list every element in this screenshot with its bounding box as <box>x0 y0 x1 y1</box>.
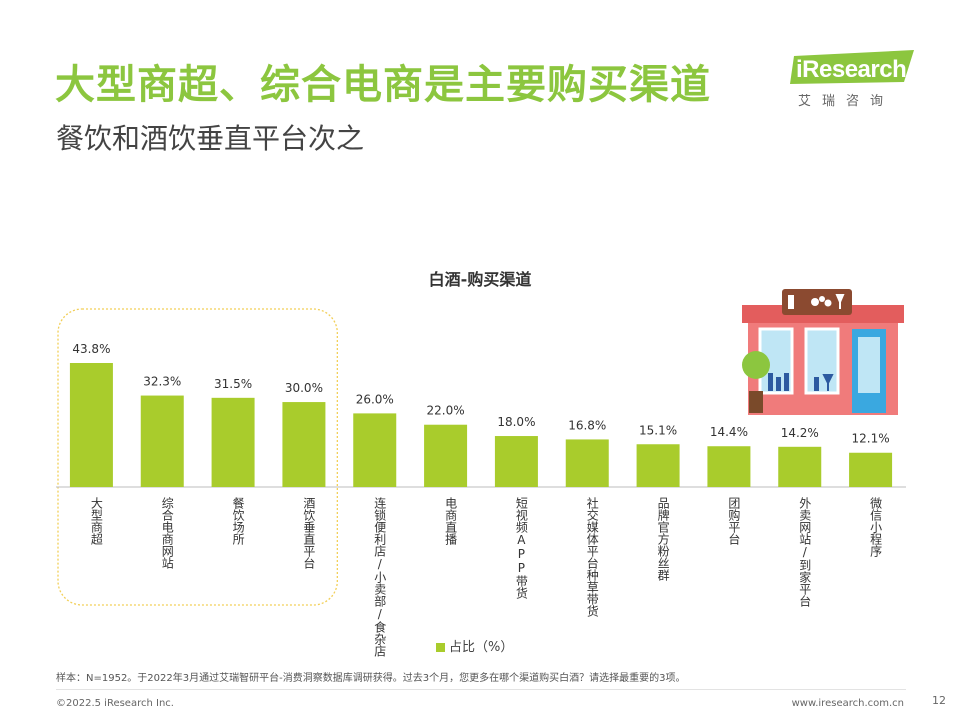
page-subtitle: 餐饮和酒饮垂直平台次之 <box>56 122 365 155</box>
data-label-3: 30.0% <box>285 381 323 395</box>
category-label-11: 微信小程序 <box>869 497 883 558</box>
data-label-0: 43.8% <box>72 342 110 356</box>
category-label-6: 短视频APP带货 <box>514 497 528 600</box>
bar-6 <box>494 436 538 487</box>
category-label-3: 酒饮垂直平台 <box>302 497 316 569</box>
category-label-7: 社交媒体平台种草带货 <box>585 496 599 618</box>
category-label-8: 品牌官方粉丝群 <box>656 497 670 581</box>
legend-swatch <box>436 643 445 652</box>
bar-2 <box>211 397 255 487</box>
copyright: ©2022.5 iResearch Inc. <box>56 698 174 709</box>
bar-7 <box>565 439 609 487</box>
bar-9 <box>707 446 751 487</box>
bar-3 <box>282 402 326 487</box>
chart-legend: 占比（%） <box>436 636 513 655</box>
highlight-box <box>57 308 338 606</box>
chart-title: 白酒-购买渠道 <box>428 270 532 289</box>
logo-tagline: 艾瑞咨询 <box>798 94 895 109</box>
data-label-8: 15.1% <box>639 423 677 437</box>
liquor-store-illustration <box>740 287 905 417</box>
bar-8 <box>636 444 680 487</box>
data-label-6: 18.0% <box>497 415 535 429</box>
data-label-4: 26.0% <box>356 392 394 406</box>
bar-5 <box>424 424 468 487</box>
bar-4 <box>353 413 397 487</box>
category-label-9: 团购平台 <box>727 497 741 545</box>
sample-note: 样本：N=1952。于2022年3月通过艾瑞智研平台-消费洞察数据库调研获得。过… <box>56 673 686 684</box>
category-label-0: 大型商超 <box>89 497 103 546</box>
page-number: 12 <box>932 694 946 707</box>
logo-brand: iResearch <box>796 56 907 83</box>
data-label-1: 32.3% <box>143 375 181 389</box>
iresearch-logo: iResearch 艾瑞咨询 <box>790 48 920 109</box>
data-label-9: 14.4% <box>710 425 748 439</box>
category-label-5: 电商直播 <box>444 497 458 546</box>
data-label-2: 31.5% <box>214 377 252 391</box>
category-label-10: 外卖网站/到家平台 <box>798 497 812 607</box>
category-label-4: 连锁便利店/小卖部/食杂店 <box>373 496 387 657</box>
bar-0 <box>69 363 113 487</box>
bar-1 <box>140 395 184 487</box>
category-label-2: 餐饮场所 <box>231 496 245 545</box>
data-label-11: 12.1% <box>852 432 890 446</box>
footer-divider <box>56 689 906 690</box>
data-label-7: 16.8% <box>568 418 606 432</box>
logo-badge-icon <box>790 50 914 84</box>
category-label-1: 综合电商网站 <box>160 497 174 569</box>
data-label-5: 22.0% <box>427 404 465 418</box>
legend-label: 占比（%） <box>449 640 514 655</box>
bar-11 <box>849 452 893 487</box>
data-label-10: 14.2% <box>781 426 819 440</box>
website-link[interactable]: www.iresearch.com.cn <box>791 698 904 709</box>
page-title: 大型商超、综合电商是主要购买渠道 <box>55 62 711 108</box>
bar-10 <box>778 446 822 487</box>
